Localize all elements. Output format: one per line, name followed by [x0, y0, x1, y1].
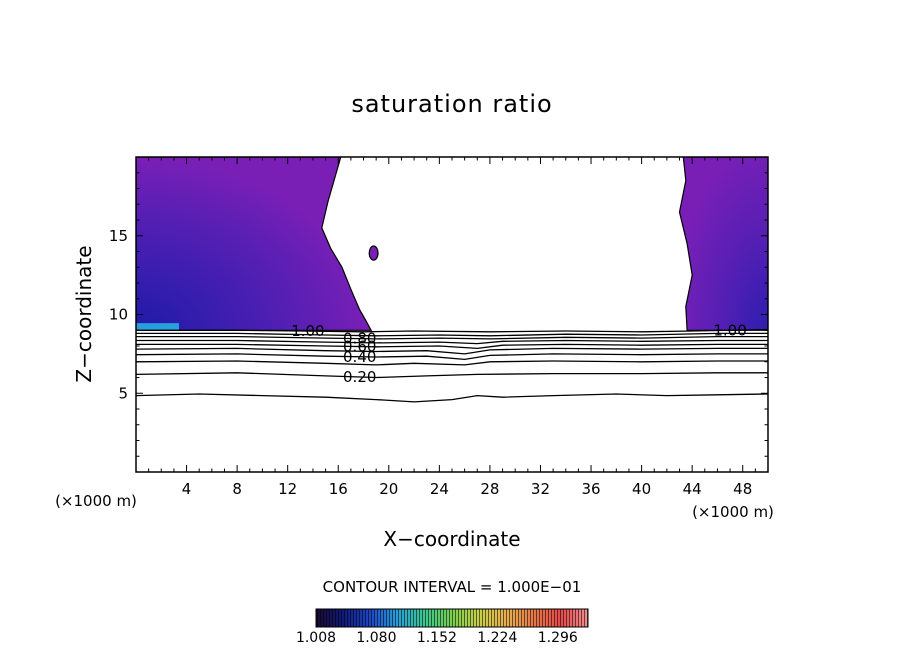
x-tick-label: 24 [430, 480, 449, 498]
x-tick-label: 20 [379, 480, 398, 498]
contour-line [136, 360, 768, 366]
contour-line [136, 372, 768, 379]
contour-line [136, 393, 768, 403]
x-unit-right-label: (×1000 m) [692, 503, 774, 521]
colorbar-label: 1.080 [356, 630, 396, 646]
region-left [136, 157, 373, 331]
x-tick-label: 16 [329, 480, 348, 498]
y-tick-label: 15 [109, 227, 128, 245]
contour-line [136, 343, 768, 350]
region-right [678, 157, 768, 331]
x-tick-label: 40 [632, 480, 651, 498]
contour-label: 0.40 [343, 348, 376, 366]
x-tick-label: 36 [581, 480, 600, 498]
y-tick-label: 5 [118, 384, 128, 402]
region-cell [368, 245, 379, 261]
contour-label: 0.60 [343, 338, 376, 356]
x-unit-left-label: (×1000 m) [55, 492, 137, 510]
contour-line [136, 339, 768, 345]
colorbar-frame [315, 608, 589, 628]
x-tick-label: 48 [733, 480, 752, 498]
contour-lines [136, 328, 768, 403]
colorbar-label: 1.152 [417, 630, 457, 646]
plot-area [136, 157, 768, 331]
colorbar-stripes [316, 609, 588, 627]
contour-line [136, 335, 768, 340]
contour-line [136, 353, 768, 361]
x-tick-label: 44 [683, 480, 702, 498]
colorbar-label: 1.224 [477, 630, 517, 646]
x-tick-label: 4 [182, 480, 192, 498]
contour-line [136, 347, 768, 355]
colorbar-label: 1.008 [296, 630, 336, 646]
colorbar-label: 1.296 [538, 630, 578, 646]
contour-label: 1.00 [713, 321, 746, 339]
y-tick-label: 10 [109, 306, 128, 324]
contour-label: 1.00 [291, 322, 324, 340]
x-tick-label: 8 [232, 480, 242, 498]
contour-label: 0.80 [343, 330, 376, 348]
contour-interval-label: CONTOUR INTERVAL = 1.000E−01 [323, 578, 582, 596]
x-tick-label: 28 [480, 480, 499, 498]
contour-line [136, 332, 768, 337]
x-tick-label: 32 [531, 480, 550, 498]
contour-line [136, 328, 768, 333]
region-left-peak [136, 323, 179, 331]
x-axis-label: X−coordinate [383, 527, 520, 551]
contour-label: 0.20 [343, 368, 376, 386]
colorbar: 1.008 1.080 1.152 1.224 1.296 [296, 608, 589, 646]
chart-title: saturation ratio [351, 90, 552, 118]
x-tick-label: 12 [278, 480, 297, 498]
y-axis-label: Z−coordinate [72, 245, 96, 382]
contour-labels: 0.20 0.400.600.80 1.00 1.00 [291, 321, 747, 386]
